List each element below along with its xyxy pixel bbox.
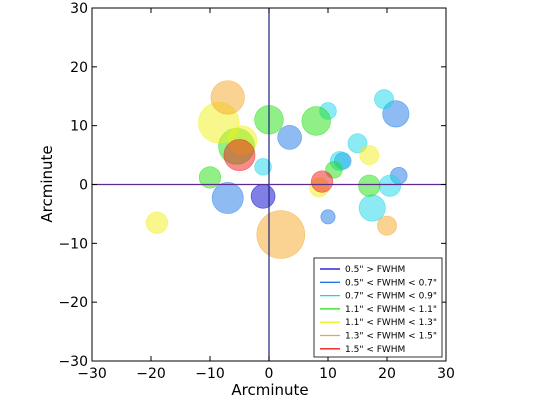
- legend-label: 1.1" < FWHM < 1.3": [345, 318, 437, 328]
- legend-box: [313, 257, 443, 358]
- data-point-s2-p0: [254, 158, 272, 176]
- x-axis-label: Arcminute: [231, 381, 308, 399]
- data-point-s5-p1: [256, 210, 306, 259]
- data-point-s2-p5: [378, 174, 402, 197]
- data-point-s1-p3: [320, 209, 336, 225]
- legend-label: 0.5" > FWHM: [345, 265, 405, 275]
- x-tick-label: −20: [136, 366, 166, 382]
- y-tick-label: 20: [70, 60, 88, 76]
- y-tick-label: 30: [70, 1, 88, 17]
- y-tick-label: −20: [58, 295, 88, 311]
- y-tick-label: −10: [58, 236, 88, 252]
- x-tick-label: 20: [378, 366, 396, 382]
- y-tick-label: −30: [58, 354, 88, 370]
- x-tick-label: −30: [77, 366, 107, 382]
- legend-label: 1.3" < FWHM < 1.5": [345, 332, 437, 342]
- data-point-s3-p3: [301, 106, 331, 136]
- legend-label: 1.5" < FWHM: [345, 345, 405, 355]
- data-point-s1-p1: [277, 125, 302, 150]
- legend: 0.5" > FWHM 0.5" < FWHM < 0.7" 0.7" < FWHM…: [313, 257, 443, 358]
- data-point-s0-p0: [250, 183, 276, 209]
- legend-label: 0.5" < FWHM < 0.7": [345, 278, 437, 288]
- data-point-s4-p2: [145, 211, 168, 234]
- data-points: [145, 80, 410, 259]
- y-axis-label: Arcminute: [38, 145, 56, 222]
- x-tick-label: −10: [195, 366, 225, 382]
- data-point-s3-p0: [198, 166, 222, 189]
- data-point-s5-p0: [210, 80, 245, 115]
- data-point-s3-p5: [358, 174, 381, 197]
- x-tick-label: 0: [265, 366, 274, 382]
- x-tick-label: 30: [437, 366, 455, 382]
- data-point-s4-p4: [359, 145, 380, 165]
- y-tick-label: 10: [70, 119, 88, 135]
- data-point-s2-p6: [358, 194, 386, 222]
- x-tick-label: 10: [319, 366, 337, 382]
- data-point-s5-p2: [377, 215, 397, 236]
- data-point-s6-p0: [223, 139, 256, 171]
- data-point-s6-p1: [311, 170, 334, 193]
- y-tick-label: 0: [79, 178, 88, 194]
- data-point-s1-p0: [211, 182, 244, 214]
- legend-label: 1.1" < FWHM < 1.1": [345, 305, 437, 315]
- legend-label: 0.7" < FWHM < 0.9": [345, 292, 437, 302]
- data-point-s2-p4: [374, 89, 394, 110]
